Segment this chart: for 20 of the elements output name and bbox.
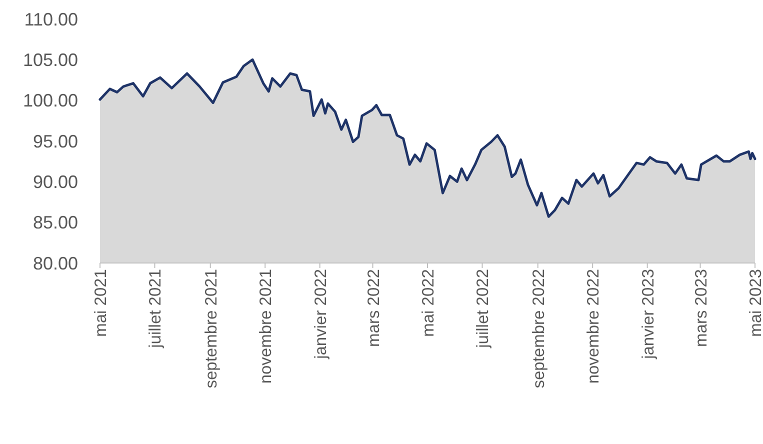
- x-tick-label: mai 2021: [92, 269, 110, 337]
- y-tick-label: 110.00: [24, 9, 78, 30]
- y-tick-label: 80.00: [32, 253, 78, 274]
- y-tick-label: 95.00: [32, 131, 78, 152]
- x-tick-label: mai 2022: [420, 269, 438, 337]
- x-tick-label: juillet 2021: [146, 269, 165, 349]
- y-tick-label: 85.00: [32, 212, 78, 233]
- x-tick-label: janvier 2022: [312, 269, 330, 360]
- y-tick-label: 105.00: [22, 50, 78, 70]
- y-tick-label: 100.00: [22, 90, 78, 111]
- x-tick-label: juillet 2022: [474, 269, 492, 349]
- x-tick-label: janvier 2023: [639, 269, 658, 360]
- x-tick-label: septembre 2022: [530, 269, 548, 388]
- x-tick-label: mars 2023: [692, 269, 710, 347]
- x-tick-label: novembre 2022: [584, 269, 603, 384]
- x-tick-label: novembre 2021: [257, 269, 276, 384]
- x-tick-label: septembre 2021: [202, 269, 220, 388]
- x-tick-label: mars 2022: [364, 269, 383, 347]
- y-tick-label: 90.00: [32, 172, 78, 192]
- x-tick-label: mai 2023: [747, 269, 763, 337]
